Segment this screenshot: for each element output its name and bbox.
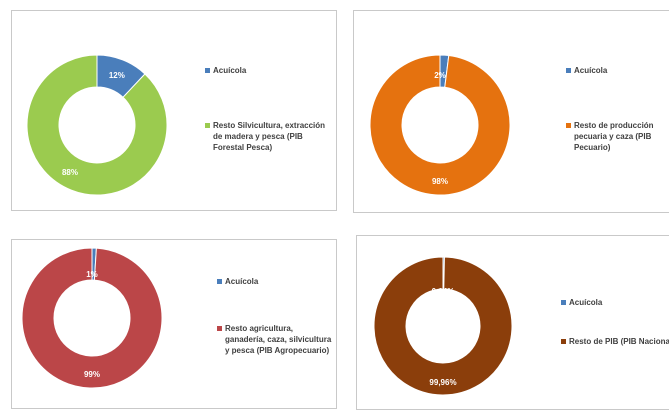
legend-text-acuicola: Acuícola (225, 277, 259, 286)
chart-panel-nacional: 0,04% 99,96% Acuícola Resto de PIB (PIB N… (356, 235, 669, 410)
legend-swatch-resto (205, 123, 210, 128)
data-label-resto: 88% (62, 168, 78, 177)
legend-item-resto: Resto agricultura, ganadería, caza, silv… (217, 323, 332, 356)
chart-panel-agropecuario: 1% 99% Acuícola Resto agricultura, ganade… (11, 239, 337, 409)
legend-nacional: Acuícola Resto de PIB (PIB Nacional) (561, 297, 669, 347)
data-label-resto: 99,96% (429, 378, 456, 387)
legend-swatch-resto (561, 339, 566, 344)
legend-swatch-acuicola (205, 68, 210, 73)
donut-chart-pecuario: 2% 98% (369, 54, 511, 196)
data-label-acuicola: 0,04% (432, 287, 455, 296)
legend-forestal-pesca: Acuícola Resto Silvicultura, extracción … (205, 65, 335, 153)
legend-text-resto: Resto Silvicultura, extracción de madera… (213, 121, 326, 152)
legend-swatch-acuicola (561, 300, 566, 305)
legend-item-acuicola: Acuícola (566, 65, 669, 76)
legend-swatch-acuicola (217, 279, 222, 284)
data-label-acuicola: 12% (109, 71, 125, 80)
legend-text-resto: Resto de PIB (PIB Nacional) (569, 337, 669, 346)
donut-slice-resto (369, 54, 511, 196)
legend-text-resto: Resto agricultura, ganadería, caza, silv… (225, 324, 332, 355)
legend-agropecuario: Acuícola Resto agricultura, ganadería, c… (217, 276, 332, 356)
legend-text-acuicola: Acuícola (213, 66, 247, 75)
donut-slice-resto (21, 247, 163, 389)
donut-slice-resto (26, 54, 168, 196)
legend-item-resto: Resto Silvicultura, extracción de madera… (205, 120, 335, 153)
legend-item-resto: Resto de PIB (PIB Nacional) (561, 336, 669, 347)
donut-chart-agropecuario: 1% 99% (21, 247, 163, 389)
legend-item-acuicola: Acuícola (217, 276, 332, 287)
legend-item-acuicola: Acuícola (561, 297, 669, 308)
legend-pecuario: Acuícola Resto de producción pecuaria y … (566, 65, 669, 153)
legend-text-acuicola: Acuícola (569, 298, 603, 307)
data-label-acuicola: 2% (434, 71, 446, 80)
data-label-acuicola: 1% (86, 270, 98, 279)
legend-text-acuicola: Acuícola (574, 66, 608, 75)
chart-panel-forestal-pesca: 12% 88% Acuícola Resto Silvicultura, extr… (11, 10, 337, 211)
donut-slice-resto (373, 256, 513, 396)
legend-item-acuicola: Acuícola (205, 65, 335, 76)
data-label-resto: 98% (432, 177, 448, 186)
data-label-resto: 99% (84, 370, 100, 379)
legend-swatch-acuicola (566, 68, 571, 73)
legend-item-resto: Resto de producción pecuaria y caza (PIB… (566, 120, 669, 153)
chart-panel-pecuario: 2% 98% Acuícola Resto de producción pecua… (353, 10, 669, 213)
legend-text-resto: Resto de producción pecuaria y caza (PIB… (574, 121, 654, 152)
legend-swatch-resto (566, 123, 571, 128)
donut-chart-nacional: 0,04% 99,96% (373, 256, 513, 396)
donut-chart-forestal-pesca: 12% 88% (26, 54, 168, 196)
legend-swatch-resto (217, 326, 222, 331)
